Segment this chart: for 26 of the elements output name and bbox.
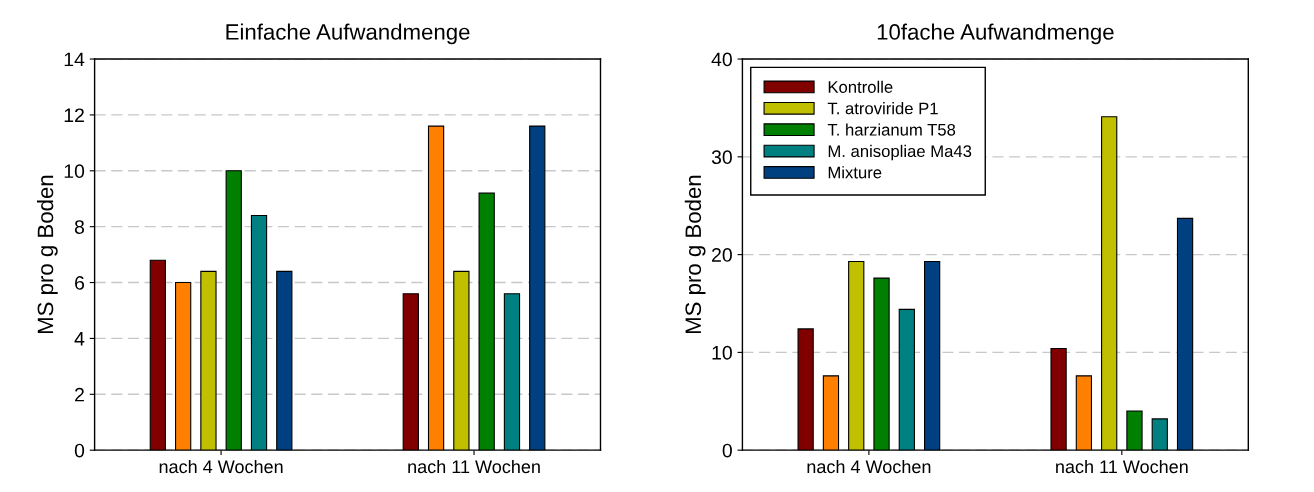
legend-label: T. harzianum T58: [827, 123, 956, 136]
x-tick-label: nach 4 Wochen: [159, 459, 283, 474]
legend-label: Kontrolle: [828, 80, 893, 93]
y-tick-label: 30: [711, 150, 732, 165]
y-tick-label: 20: [712, 248, 732, 262]
x-tick-label: nach 11 Wochen: [408, 459, 540, 474]
y-axis-title: MS pro g Boden: [684, 175, 706, 334]
legend-label: T. atroviride P1: [827, 102, 938, 115]
chart-title: 10fache Aufwandmenge: [877, 23, 1114, 45]
y-tick-label: 2: [75, 387, 84, 402]
y-tick-label: 40: [711, 52, 732, 67]
y-tick-label: 14: [64, 52, 85, 67]
y-tick-label: 0: [722, 443, 732, 458]
legend-label: Mixture: [828, 166, 882, 179]
y-tick-label: 0: [74, 443, 85, 458]
x-tick-label: nach 11 Wochen: [1056, 459, 1188, 474]
y-tick-label: 10: [712, 345, 732, 360]
y-tick-label: 6: [75, 276, 85, 290]
x-tick-label: nach 4 Wochen: [807, 459, 931, 474]
y-tick-label: 12: [64, 108, 84, 122]
y-tick-label: 4: [74, 332, 85, 346]
legend-label: M. anisopliae Ma43: [828, 144, 972, 161]
chart-title: Einfache Aufwandmenge: [226, 23, 470, 45]
y-tick-label: 8: [74, 220, 85, 234]
y-axis-title: MS pro g Boden: [36, 175, 58, 334]
y-tick-label: 10: [64, 164, 85, 179]
